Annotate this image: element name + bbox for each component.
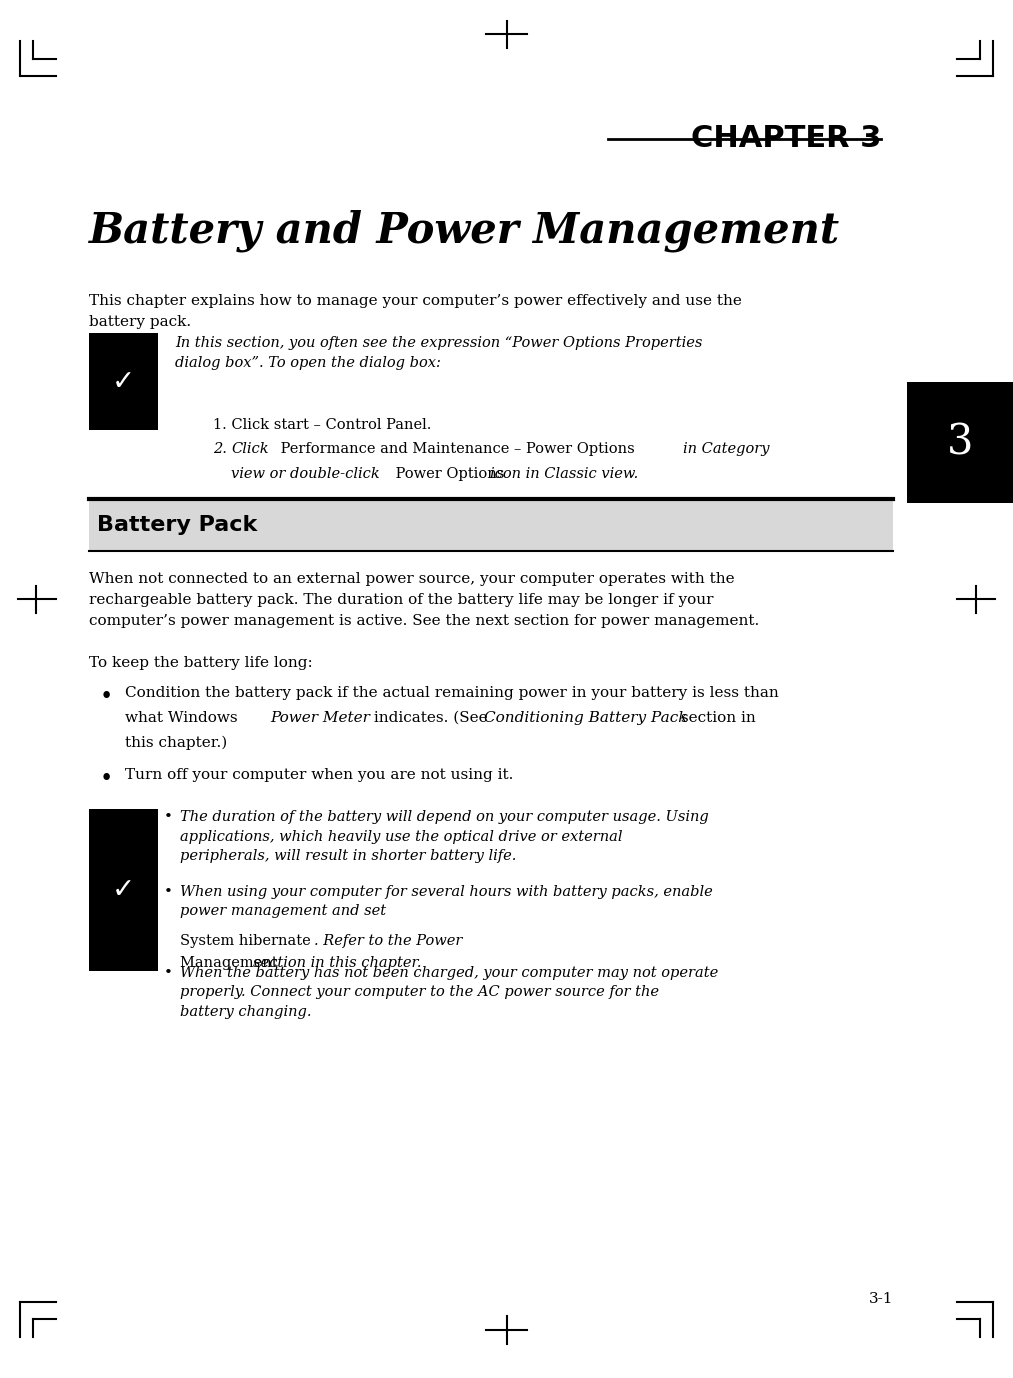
Text: •: • <box>99 686 113 708</box>
Text: Management: Management <box>180 956 283 970</box>
Text: •: • <box>99 768 113 790</box>
Text: . Refer to the Power: . Refer to the Power <box>314 934 462 948</box>
Text: section in: section in <box>676 711 756 725</box>
Text: Performance and Maintenance – Power Options: Performance and Maintenance – Power Opti… <box>276 442 639 456</box>
Bar <box>89 500 893 551</box>
Text: To keep the battery life long:: To keep the battery life long: <box>89 656 313 670</box>
Text: section in this chapter.: section in this chapter. <box>253 956 421 970</box>
Text: System hibernate: System hibernate <box>180 934 311 948</box>
Text: In this section, you often see the expression “Power Options Properties
dialog b: In this section, you often see the expre… <box>175 336 703 369</box>
Text: •: • <box>164 810 172 824</box>
Text: When not connected to an external power source, your computer operates with the
: When not connected to an external power … <box>89 572 760 628</box>
Text: in Category: in Category <box>683 442 769 456</box>
Text: ✓: ✓ <box>112 876 135 904</box>
Text: icon in Classic view.: icon in Classic view. <box>490 467 638 481</box>
Text: Battery and Power Management: Battery and Power Management <box>89 209 840 252</box>
Text: CHAPTER 3: CHAPTER 3 <box>691 124 881 153</box>
Text: Turn off your computer when you are not using it.: Turn off your computer when you are not … <box>125 768 513 781</box>
Bar <box>89 333 158 430</box>
Text: When using your computer for several hours with battery packs, enable
power mana: When using your computer for several hou… <box>180 885 713 918</box>
Text: Power Options: Power Options <box>391 467 509 481</box>
Text: Condition the battery pack if the actual remaining power in your battery is less: Condition the battery pack if the actual… <box>125 686 778 700</box>
Text: this chapter.): this chapter.) <box>125 736 227 750</box>
Text: 2.: 2. <box>213 442 231 456</box>
Text: •: • <box>164 966 172 980</box>
Text: 3: 3 <box>947 422 973 463</box>
Text: 1. Click start – Control Panel.: 1. Click start – Control Panel. <box>213 418 432 431</box>
Text: ✓: ✓ <box>112 368 135 395</box>
Text: Conditioning Battery Pack: Conditioning Battery Pack <box>484 711 688 725</box>
Text: •: • <box>164 885 172 898</box>
Text: 3-1: 3-1 <box>869 1293 893 1306</box>
Text: This chapter explains how to manage your computer’s power effectively and use th: This chapter explains how to manage your… <box>89 294 742 329</box>
Bar <box>89 809 158 971</box>
Text: view or double-click: view or double-click <box>231 467 380 481</box>
Text: Click: Click <box>231 442 268 456</box>
Text: The duration of the battery will depend on your computer usage. Using
applicatio: The duration of the battery will depend … <box>180 810 709 863</box>
Text: what Windows: what Windows <box>125 711 242 725</box>
Bar <box>907 382 1013 503</box>
Text: When the battery has not been charged, your computer may not operate
properly. C: When the battery has not been charged, y… <box>180 966 718 1018</box>
Text: Battery Pack: Battery Pack <box>97 515 257 535</box>
Text: indicates. (See: indicates. (See <box>369 711 492 725</box>
Text: Power Meter: Power Meter <box>270 711 371 725</box>
